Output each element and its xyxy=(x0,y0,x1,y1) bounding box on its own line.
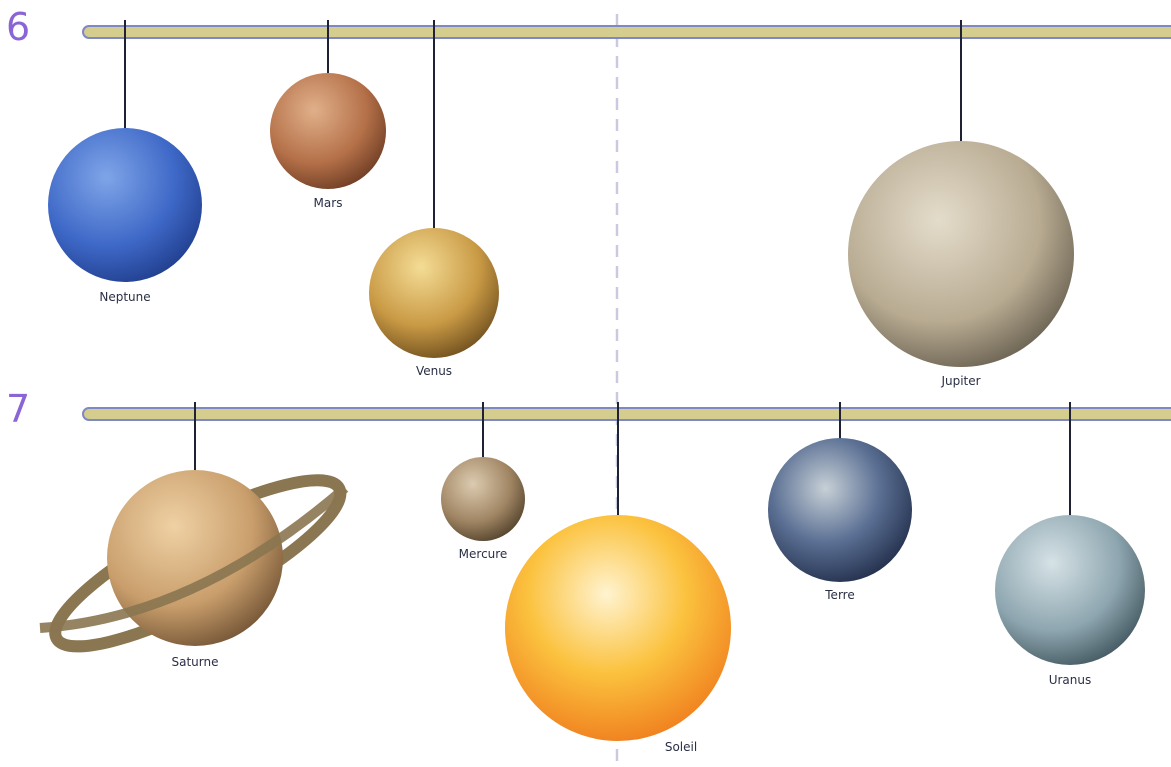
planet-label: Venus xyxy=(416,364,452,378)
planet xyxy=(441,457,525,541)
planet xyxy=(768,438,912,582)
planet-label: Neptune xyxy=(99,290,150,304)
rod xyxy=(83,408,1171,420)
scene: 6 Neptune Mars Venus Jupiter 7 Saturne Mercure S… xyxy=(0,0,1171,767)
planet xyxy=(505,515,731,741)
row-number: 6 xyxy=(6,5,30,49)
planet-label: Soleil xyxy=(665,740,697,754)
planet-label: Mars xyxy=(314,196,343,210)
planet xyxy=(848,141,1074,367)
planet-label: Terre xyxy=(824,588,854,602)
planet xyxy=(995,515,1145,665)
planet-label: Mercure xyxy=(459,547,508,561)
planet-label: Saturne xyxy=(172,655,219,669)
planet xyxy=(48,128,202,282)
planet-label: Uranus xyxy=(1049,673,1092,687)
planet xyxy=(369,228,499,358)
content: 6 Neptune Mars Venus Jupiter 7 Saturne Mercure S… xyxy=(6,5,1171,754)
planet xyxy=(270,73,386,189)
rod xyxy=(83,26,1171,38)
row-number: 7 xyxy=(6,387,30,431)
planet-label: Jupiter xyxy=(940,374,980,388)
